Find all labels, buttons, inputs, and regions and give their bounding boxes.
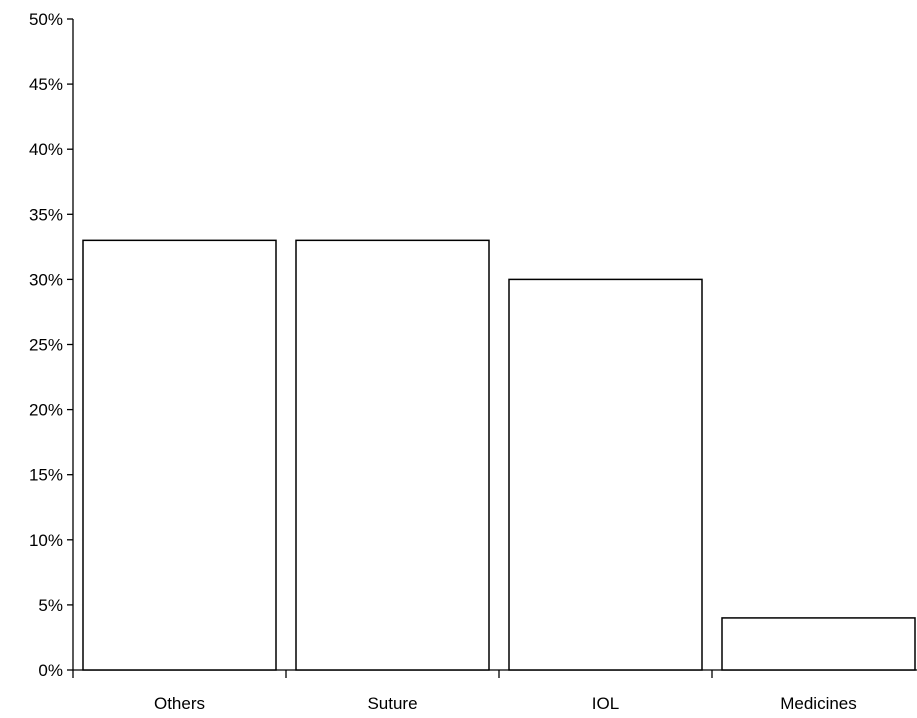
x-axis: Others Suture IOL Medicines	[72, 669, 917, 713]
y-tick-label: 10%	[29, 531, 63, 550]
x-tick-label: IOL	[592, 694, 619, 713]
y-tick-label: 40%	[29, 140, 63, 159]
y-tick-label: 15%	[29, 466, 63, 485]
x-tick-label: Medicines	[780, 694, 857, 713]
y-tick-label: 30%	[29, 270, 63, 289]
y-tick-label: 50%	[29, 10, 63, 29]
x-tick-label: Others	[154, 694, 205, 713]
x-tick-label: Suture	[367, 694, 417, 713]
bar-suture	[295, 239, 490, 671]
bar-iol	[508, 278, 703, 671]
y-axis: 0% 5% 10% 15% 20% 25% 30% 35% 40% 45% 50%	[29, 10, 74, 680]
bars	[82, 239, 916, 671]
y-tick-label: 0%	[38, 661, 63, 680]
y-tick-label: 20%	[29, 401, 63, 420]
bar-others	[82, 239, 277, 671]
y-tick-label: 25%	[29, 336, 63, 355]
y-tick-label: 35%	[29, 205, 63, 224]
y-tick-label: 45%	[29, 75, 63, 94]
y-tick-label: 5%	[38, 596, 63, 615]
bar-medicines	[721, 617, 916, 671]
